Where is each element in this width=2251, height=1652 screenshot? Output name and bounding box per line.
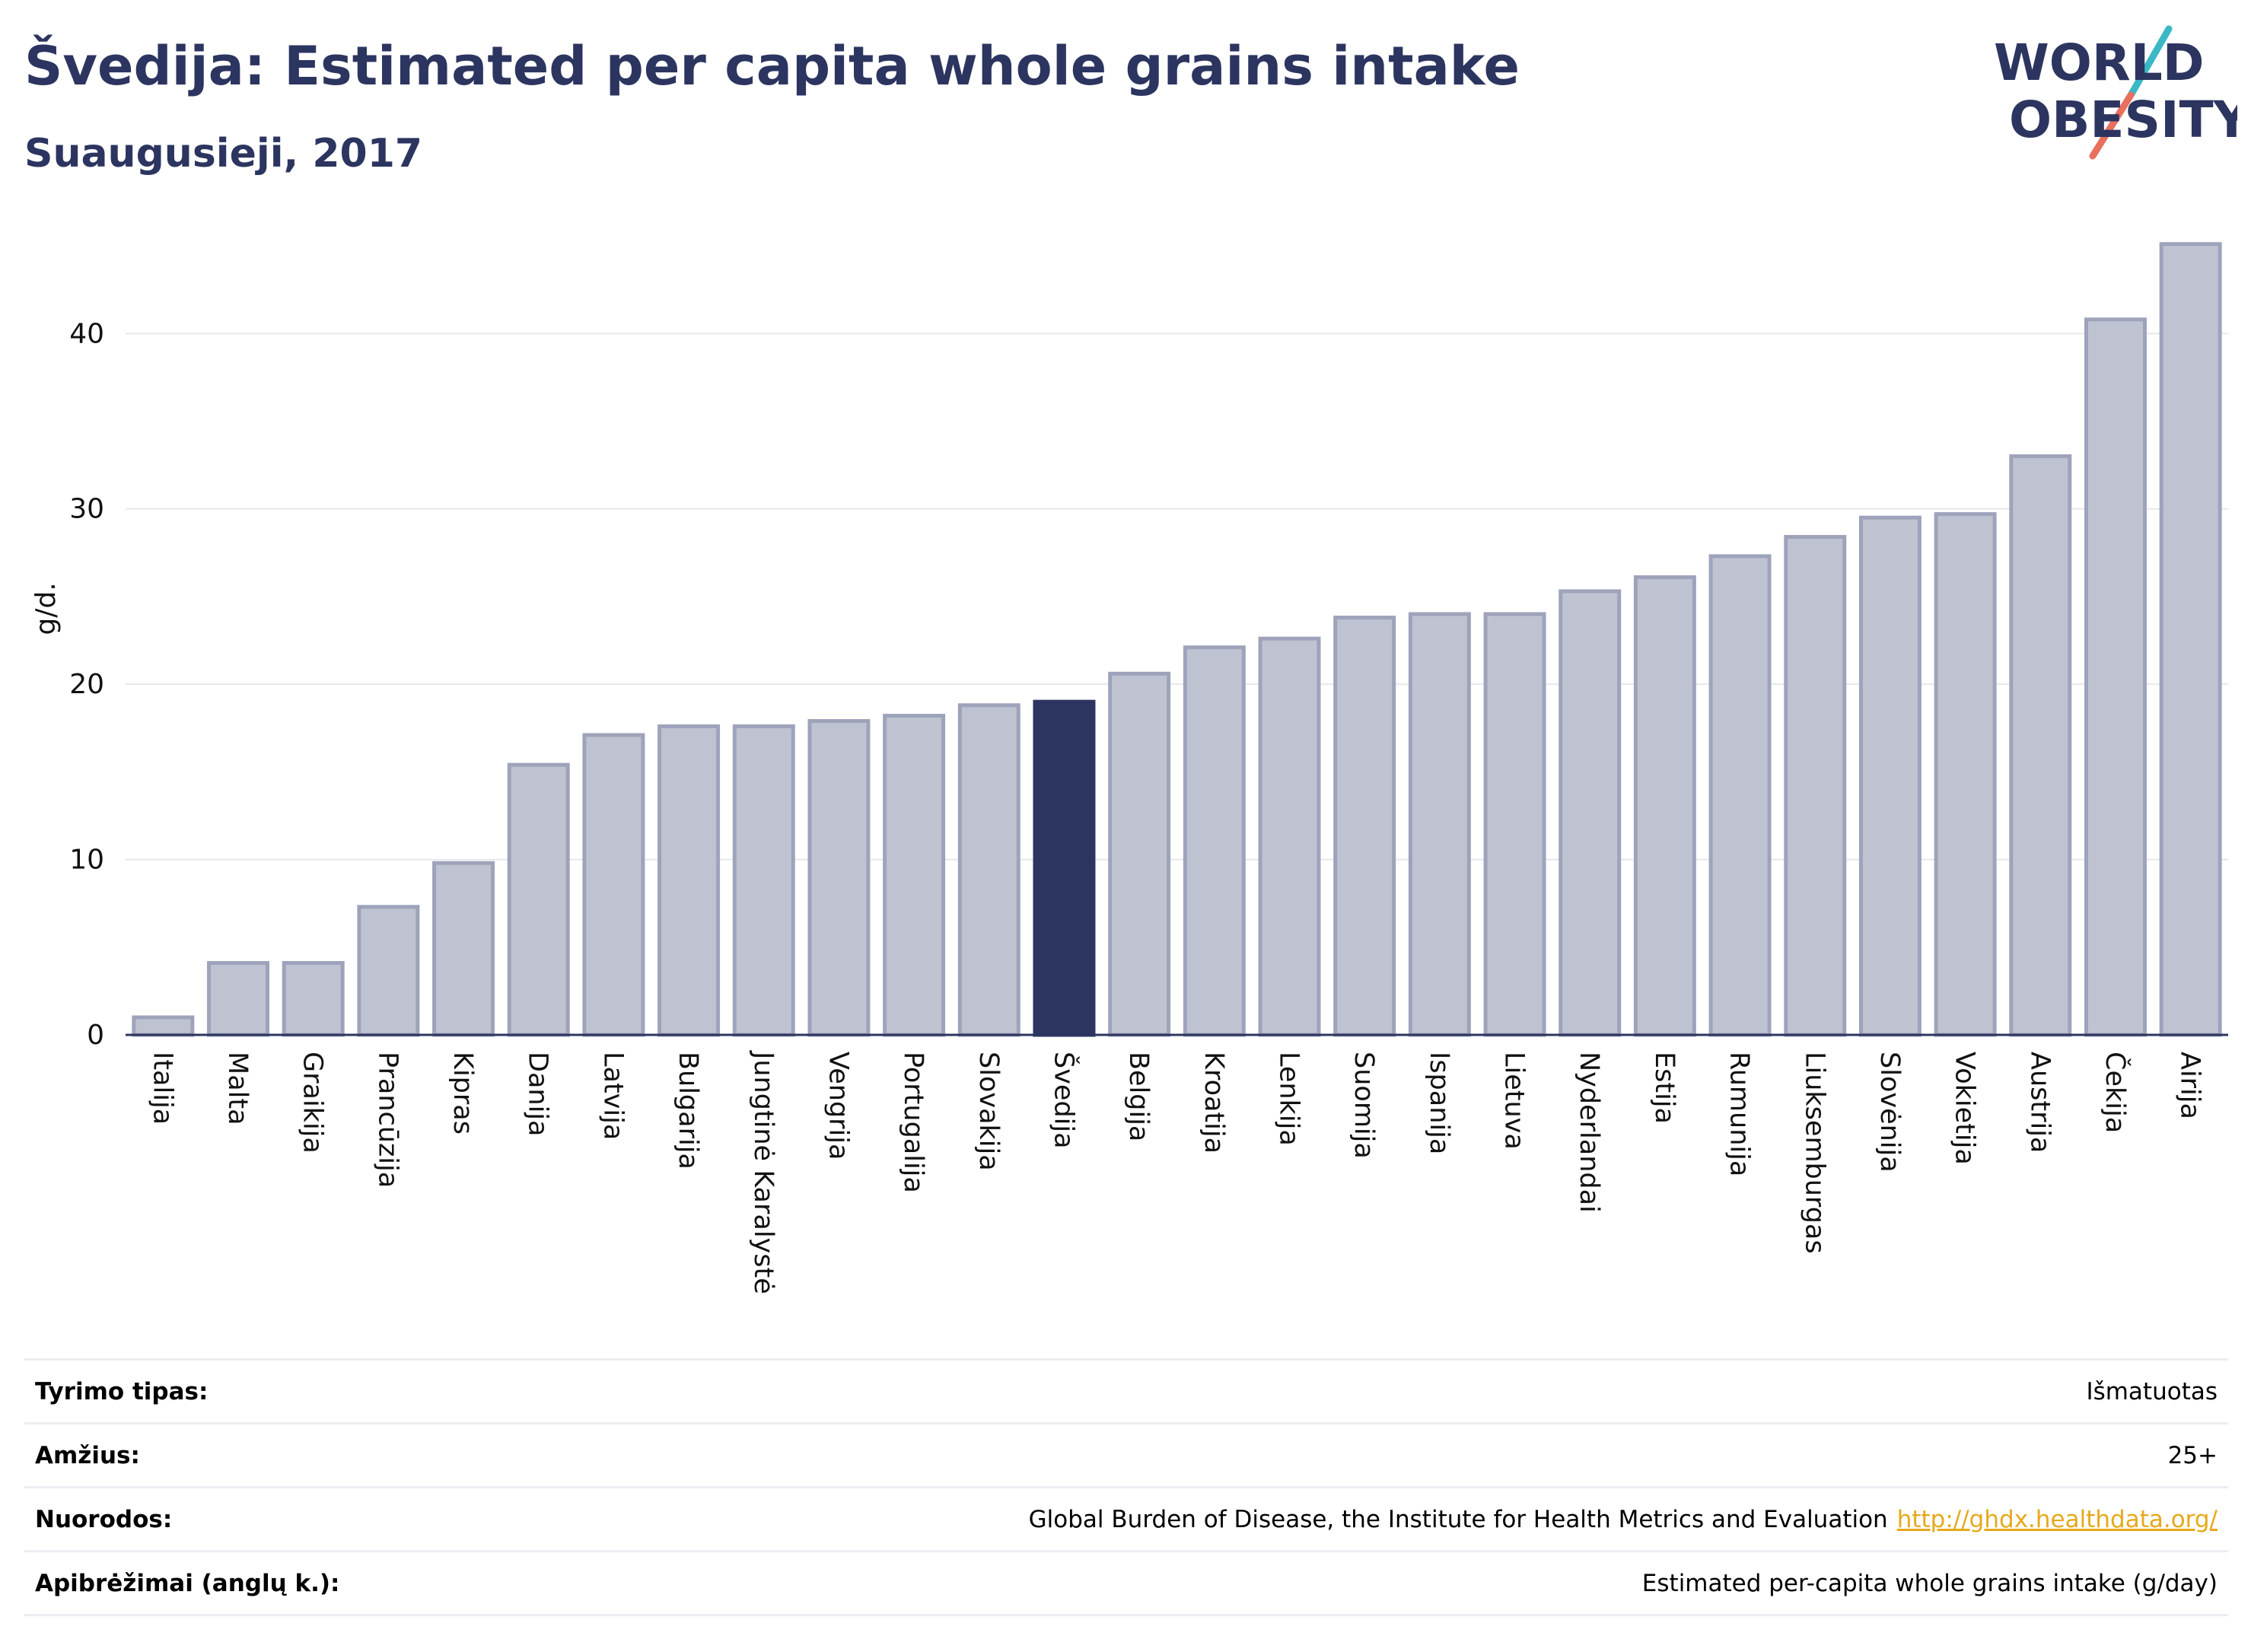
bar [1408, 612, 1471, 1037]
logo-coral-stroke [2089, 91, 2135, 160]
x-tick-label: Kipras [447, 1052, 478, 1135]
y-tick-label: 20 [69, 669, 104, 700]
x-tick-label: Portugalija [898, 1052, 928, 1193]
x-tick-label: Kroatija [1199, 1052, 1229, 1154]
world-obesity-logo: WORLD OBESITY [1994, 25, 2237, 160]
y-axis-label: g/d. [30, 582, 62, 635]
logo-line1: WORLD [1994, 33, 2205, 92]
x-tick-label: Jungtinė Karalystė [748, 1050, 778, 1294]
info-key: Tyrimo tipas: [24, 1358, 492, 1424]
info-value: Global Burden of Disease, the Institute … [1028, 1505, 1888, 1533]
x-tick-label: Švedija [1048, 1052, 1080, 1149]
x-tick-label: Vokietija [1950, 1052, 1980, 1165]
info-row-references: Nuorodos: Global Burden of Disease, the … [24, 1486, 2228, 1552]
bar [582, 733, 645, 1037]
x-tick-label: Lietuva [1499, 1052, 1530, 1150]
bar [1108, 671, 1171, 1037]
chart-title: Švedija: Estimated per capita whole grai… [24, 35, 1520, 97]
info-row-definitions: Apibrėžimai (anglų k.): Estimated per-ca… [24, 1550, 2228, 1616]
bar [2009, 454, 2072, 1037]
x-tick-label: Nyderlandai [1574, 1052, 1604, 1213]
x-tick-label: Ispanija [1424, 1052, 1454, 1154]
y-tick-label: 30 [69, 494, 104, 525]
bar [1183, 645, 1246, 1037]
x-tick-label: Malta [222, 1052, 253, 1125]
logo-line2: OBESITY [2009, 91, 2237, 149]
bar [883, 714, 946, 1037]
bar [2084, 317, 2147, 1037]
info-value: Estimated per-capita whole grains intake… [492, 1550, 2228, 1616]
info-key: Apibrėžimai (anglų k.): [24, 1550, 492, 1616]
bar [132, 1015, 195, 1037]
bar [1333, 616, 1396, 1037]
x-tick-label: Belgija [1123, 1052, 1154, 1141]
bar [732, 724, 795, 1037]
x-tick-label: Vengrija [823, 1052, 853, 1160]
x-tick-label: Graikija [298, 1052, 328, 1154]
bar [807, 719, 871, 1037]
bar [207, 961, 270, 1037]
y-tick-label: 40 [69, 318, 104, 349]
axes: 0 10 20 30 40 Italija Malta Graikija Prancūzija K… [69, 318, 2228, 1294]
logo-teal-stroke [2127, 25, 2173, 99]
info-row-survey-type: Tyrimo tipas: Išmatuotas [24, 1358, 2228, 1424]
info-key: Nuorodos: [24, 1486, 492, 1552]
x-tick-label: Danija [523, 1052, 553, 1136]
info-value-cell: Global Burden of Disease, the Institute … [492, 1486, 2228, 1552]
bar [2159, 242, 2222, 1037]
bar [1633, 575, 1696, 1037]
x-tick-label: Estija [1649, 1052, 1679, 1124]
y-tick-label: 10 [69, 845, 104, 876]
bar [282, 961, 345, 1037]
info-value: 25+ [492, 1422, 2228, 1488]
bar [1483, 612, 1546, 1037]
bar [1784, 535, 1847, 1037]
bars [132, 242, 2222, 1037]
bar [1708, 554, 1772, 1037]
x-tick-label: Slovėnija [1874, 1052, 1905, 1173]
bar [957, 703, 1020, 1037]
info-key: Amžius: [24, 1422, 492, 1488]
x-tick-label: Prancūzija [372, 1052, 403, 1188]
y-tick-label: 0 [87, 1020, 104, 1051]
bar [657, 724, 721, 1037]
bar [357, 905, 420, 1037]
x-tick-label: Austrija [2024, 1052, 2055, 1153]
x-tick-label: Rumunija [1724, 1052, 1755, 1176]
bar [1934, 512, 1997, 1037]
x-tick-label: Bulgarija [673, 1052, 703, 1170]
info-table: Tyrimo tipas: Išmatuotas Amžius: 25+ Nuo… [24, 1358, 2228, 1616]
x-tick-label: Slovakija [973, 1052, 1004, 1171]
x-tick-label: Latvija [597, 1052, 628, 1140]
x-tick-label: Suomija [1348, 1052, 1379, 1159]
bar [1858, 515, 1921, 1037]
x-tick-label: Airija [2175, 1052, 2205, 1119]
info-row-age: Amžius: 25+ [24, 1422, 2228, 1488]
x-tick-label: Italija [147, 1052, 177, 1125]
bar [1559, 589, 1622, 1037]
bar [1258, 636, 1321, 1037]
bar-highlighted [1033, 699, 1096, 1037]
x-tick-label: Čekija [2100, 1052, 2132, 1133]
x-tick-label: Liuksemburgas [1799, 1052, 1829, 1254]
x-tick-label: Lenkija [1274, 1052, 1304, 1146]
bar-chart: 0 10 20 30 40 Italija Malta Graikija Prancūzija K… [30, 242, 2228, 1294]
chart-subtitle: Suaugusieji, 2017 [24, 131, 423, 177]
bar [507, 762, 570, 1037]
info-value: Išmatuotas [492, 1358, 2228, 1424]
reference-link[interactable]: http://ghdx.healthdata.org/ [1896, 1505, 2218, 1533]
bar [432, 861, 495, 1037]
